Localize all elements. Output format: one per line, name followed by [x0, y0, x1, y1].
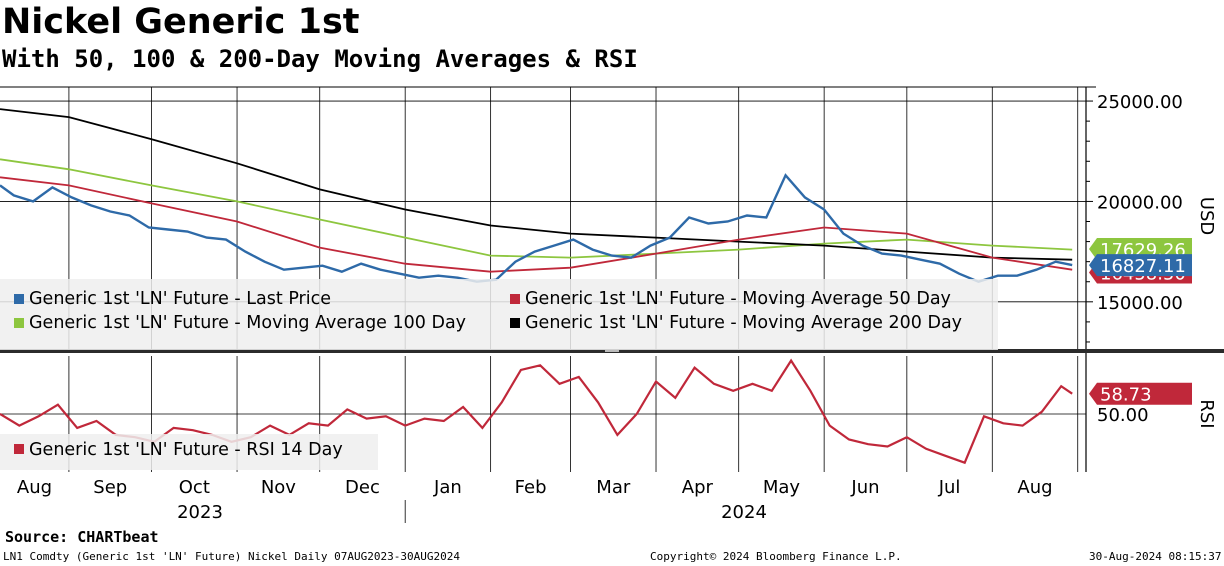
x-tick-label: Sep [93, 477, 127, 498]
footer-timestamp: 30-Aug-2024 08:15:37 [1089, 550, 1222, 563]
x-tick-label: Jun [850, 477, 879, 498]
x-tick-label: Jan [433, 477, 462, 498]
y-axis-label: USD [1196, 197, 1217, 235]
ma100-line [0, 158, 1073, 259]
x-tick-label: Jul [938, 477, 961, 498]
x-tick-label: Mar [596, 477, 631, 498]
legend-swatch [14, 294, 24, 304]
rsi-legend-box [0, 434, 378, 470]
y-tick-label: 20000.00 [1097, 192, 1183, 213]
x-tick-label: Dec [345, 477, 380, 498]
price-value: 16827.11 [1100, 256, 1186, 277]
legend-label: Generic 1st 'LN' Future - Moving Average… [525, 289, 951, 309]
chart-title: Nickel Generic 1st [2, 2, 360, 42]
legend-swatch [14, 444, 24, 454]
y-tick-label: 15000.00 [1097, 293, 1183, 314]
legend-label: Generic 1st 'LN' Future - Last Price [29, 289, 331, 309]
legend-swatch [510, 318, 520, 328]
x-tick-label: Apr [682, 477, 714, 498]
x-tick-label: May [763, 477, 801, 498]
rsi-value: 58.73 [1100, 385, 1152, 406]
x-tick-label: Aug [1017, 477, 1052, 498]
legend-label: Generic 1st 'LN' Future - Moving Average… [525, 313, 962, 333]
footer-ticker: LN1 Comdty (Generic 1st 'LN' Future) Nic… [3, 550, 460, 563]
price-legend-box [0, 279, 998, 350]
year-label: 2024 [721, 502, 767, 523]
rsi-tag [1089, 382, 1192, 405]
price-line [0, 173, 1073, 283]
source-label: Source: CHARTbeat [5, 528, 159, 546]
legend-label: Generic 1st 'LN' Future - Moving Average… [29, 313, 466, 333]
rsi-line [0, 358, 1073, 465]
x-tick-label: Nov [261, 477, 296, 498]
footer-copyright: Copyright© 2024 Bloomberg Finance L.P. [650, 550, 902, 563]
legend-swatch [14, 318, 24, 328]
ma50-line [0, 176, 1073, 273]
price-tag [1089, 254, 1192, 277]
chart-subtitle: With 50, 100 & 200-Day Moving Averages &… [2, 45, 638, 73]
x-tick-label: Aug [17, 477, 52, 498]
legend-swatch [510, 294, 520, 304]
year-label: 2023 [177, 502, 223, 523]
x-tick-label: Oct [179, 477, 210, 498]
ma200-line [0, 108, 1073, 261]
rsi-y-tick-label: 50.00 [1097, 405, 1149, 426]
rsi-axis-label: RSI [1196, 399, 1217, 428]
legend-label: Generic 1st 'LN' Future - RSI 14 Day [29, 440, 343, 460]
y-tick-label: 25000.00 [1097, 92, 1183, 113]
x-tick-label: Feb [515, 477, 547, 498]
separator-handle [605, 350, 619, 352]
